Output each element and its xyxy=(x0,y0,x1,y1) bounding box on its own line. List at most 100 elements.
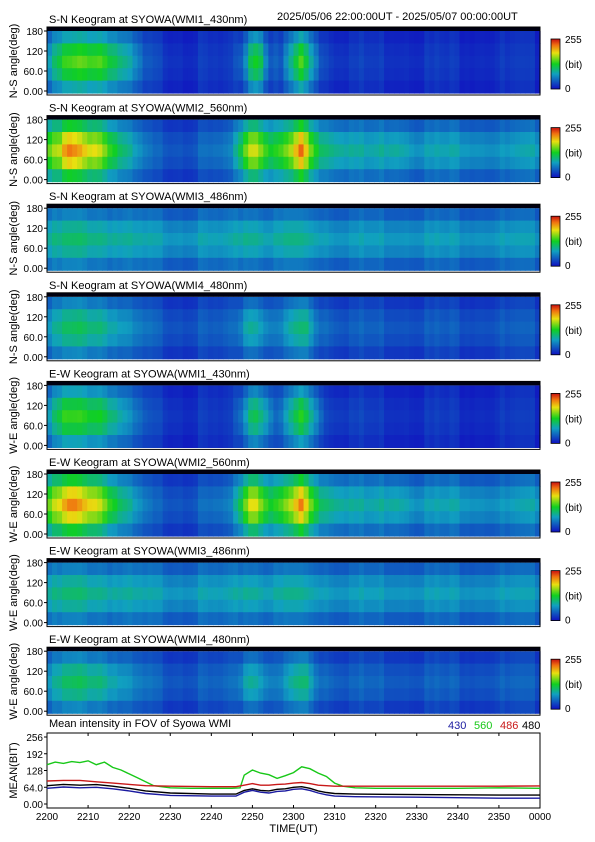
keogram-column xyxy=(187,651,194,714)
keogram-column xyxy=(338,562,345,626)
y-axis-label: W-E angle(deg) xyxy=(8,466,20,543)
keogram-column xyxy=(298,208,305,271)
x-tick-label: 2220 xyxy=(118,812,141,823)
keogram-column xyxy=(157,296,164,360)
y-axis-label: W-E angle(deg) xyxy=(8,554,20,631)
keogram-column xyxy=(187,296,194,360)
colorbar xyxy=(550,481,561,533)
keogram-panel: S-N Keogram at SYOWA(WMI1_430nm) 180 120 60… xyxy=(8,14,582,98)
keogram-column xyxy=(278,119,285,183)
keogram-column xyxy=(253,651,259,714)
keogram-column xyxy=(519,385,526,448)
keogram-column xyxy=(358,208,365,271)
keogram-column xyxy=(363,474,370,537)
keogram-column xyxy=(439,651,446,714)
keogram-column xyxy=(414,562,420,626)
keogram-column xyxy=(137,119,144,183)
keogram-column xyxy=(419,562,425,626)
keogram-column xyxy=(318,474,325,537)
keogram-column xyxy=(278,385,285,448)
keogram-column xyxy=(258,562,264,626)
keogram-column xyxy=(333,119,340,183)
keogram-column xyxy=(328,651,335,714)
colorbar-min-label: 0 xyxy=(565,616,571,627)
keogram-column xyxy=(238,385,244,448)
keogram-column xyxy=(399,296,405,360)
keogram-column xyxy=(228,385,234,448)
keogram-column xyxy=(343,562,350,626)
keogram-column xyxy=(394,119,400,183)
keogram-column xyxy=(82,31,88,94)
keogram-column xyxy=(137,651,144,714)
colorbar-min-label: 0 xyxy=(565,173,571,184)
keogram-column xyxy=(157,562,164,626)
colorbar-min-label: 0 xyxy=(565,438,571,449)
keogram-column xyxy=(424,296,430,360)
keogram-column xyxy=(298,562,305,626)
keogram-column xyxy=(263,119,269,183)
keogram-column xyxy=(444,562,451,626)
keogram-column xyxy=(157,385,164,448)
keogram-column xyxy=(273,119,280,183)
keogram-column xyxy=(484,474,491,537)
keogram-column xyxy=(293,474,300,537)
colorbar-max-label: 255 xyxy=(565,301,582,312)
keogram-column xyxy=(464,474,471,537)
keogram-column xyxy=(213,385,219,448)
keogram-column xyxy=(514,385,521,448)
keogram-column xyxy=(218,31,224,94)
y-tick-label: 120 xyxy=(26,401,43,412)
keogram-column xyxy=(313,208,320,271)
keogram-column xyxy=(348,119,355,183)
keogram-column xyxy=(228,474,234,537)
keogram-column xyxy=(147,562,154,626)
y-tick-label: 0.00 xyxy=(24,264,44,275)
keogram-panels: S-N Keogram at SYOWA(WMI1_430nm) 180 120 60… xyxy=(8,14,582,720)
keogram-column xyxy=(323,208,330,271)
keogram-column xyxy=(132,651,139,714)
keogram-column xyxy=(97,296,103,360)
keogram-column xyxy=(157,31,164,94)
keogram-column xyxy=(122,208,129,271)
keogram-column xyxy=(177,31,184,94)
keogram-column xyxy=(127,651,134,714)
keogram-column xyxy=(157,119,164,183)
y-axis-label: N-S angle(deg) xyxy=(8,112,20,187)
keogram-column xyxy=(494,385,501,448)
keogram-column xyxy=(358,651,365,714)
keogram-column xyxy=(47,296,53,360)
keogram-column xyxy=(197,385,204,448)
keogram-column xyxy=(353,31,360,94)
keogram-column xyxy=(202,385,209,448)
keogram-column xyxy=(384,31,390,94)
keogram-column xyxy=(474,296,481,360)
keogram-column xyxy=(77,474,83,537)
keogram-column xyxy=(519,31,526,94)
keogram-column xyxy=(489,474,496,537)
y-tick-label: 180 xyxy=(26,470,43,481)
keogram-column xyxy=(207,562,214,626)
keogram-column xyxy=(283,296,290,360)
keogram-column xyxy=(358,296,365,360)
keogram-column xyxy=(389,562,395,626)
keogram-column xyxy=(439,208,446,271)
keogram-column xyxy=(429,31,435,94)
keogram-column xyxy=(318,562,325,626)
keogram-column xyxy=(112,119,119,183)
keogram-column xyxy=(474,31,481,94)
keogram-column xyxy=(479,385,486,448)
keogram-column xyxy=(373,474,380,537)
keogram-column xyxy=(474,208,481,271)
y-tick-label: 60.0 xyxy=(24,510,44,521)
colorbar-min-label: 0 xyxy=(565,261,571,272)
y-tick-label: 64.0 xyxy=(24,783,44,794)
keogram-column xyxy=(137,296,144,360)
keogram-column xyxy=(122,385,129,448)
keogram-column xyxy=(182,119,189,183)
keogram-column xyxy=(384,296,390,360)
keogram-column xyxy=(273,208,280,271)
keogram-column xyxy=(444,385,451,448)
keogram-column xyxy=(529,31,536,94)
keogram-column xyxy=(459,474,466,537)
keogram-column xyxy=(363,562,370,626)
